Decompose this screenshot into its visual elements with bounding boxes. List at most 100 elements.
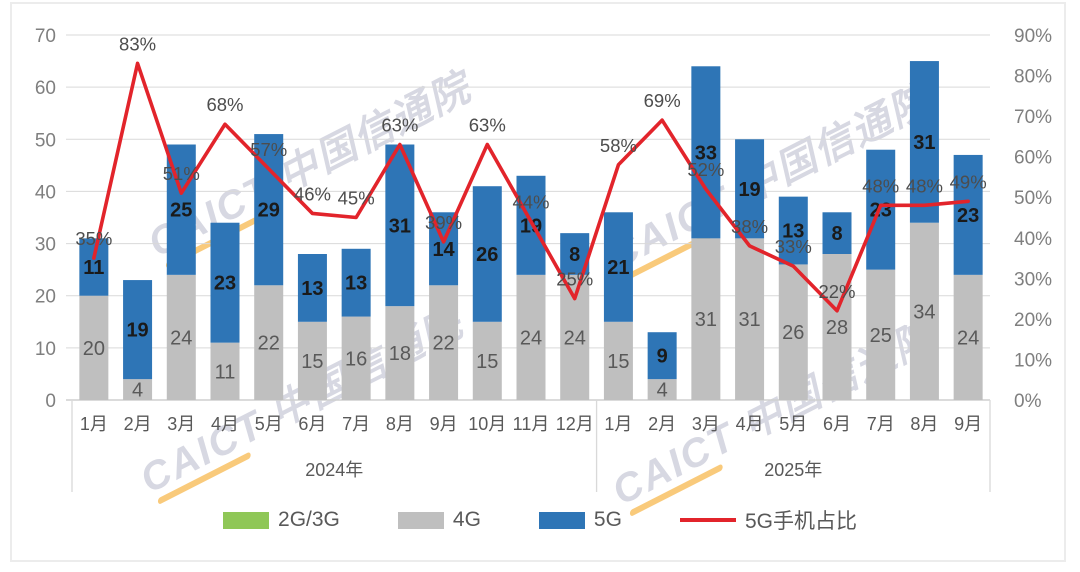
left-axis-tick-label: 70 (35, 26, 56, 47)
month-tick-label: 6月 (823, 414, 851, 434)
bar-label-4g: 24 (957, 327, 979, 349)
month-tick-label: 3月 (167, 414, 195, 434)
bar-label-5g: 23 (957, 205, 979, 227)
bar-segment-4g (79, 295, 109, 400)
bar-label-5g: 13 (301, 278, 323, 300)
bar-segment-4g (385, 306, 415, 400)
bar-label-5g: 31 (389, 215, 411, 237)
bar-segment-4g (472, 321, 502, 400)
bar-label-4g: 28 (826, 317, 848, 339)
month-tick-label: 3月 (692, 414, 720, 434)
year-group-label: 2024年 (305, 460, 363, 480)
line-point-label: 48% (906, 175, 943, 196)
legend-label-5g-share: 5G手机占比 (744, 510, 857, 533)
line-point-label: 45% (338, 188, 375, 209)
bar-segment-5g (210, 222, 240, 343)
month-tick-label: 11月 (513, 414, 550, 434)
right-axis-tick-label: 50% (1014, 188, 1052, 209)
bar-segment-4g (647, 379, 677, 400)
right-axis-tick-label: 20% (1014, 310, 1052, 331)
line-point-label: 52% (687, 159, 724, 180)
bar-label-4g: 34 (913, 301, 935, 323)
bar-label-5g: 23 (214, 273, 236, 295)
bar-segment-4g (210, 342, 240, 400)
right-axis-tick-label: 90% (1014, 26, 1052, 47)
bar-label-5g: 11 (83, 257, 104, 279)
bar-segment-5g (603, 212, 633, 322)
legend-swatch-5g (538, 511, 585, 529)
line-point-label: 25% (556, 269, 593, 290)
month-tick-label: 5月 (779, 414, 807, 434)
bar-segment-4g (341, 316, 371, 400)
bar-label-4g: 24 (170, 327, 192, 349)
bar-segment-5g (909, 61, 939, 223)
bar-segment-4g (953, 274, 983, 400)
left-axis-tick-label: 50 (35, 130, 56, 151)
line-point-label: 58% (600, 135, 637, 156)
legend-item-5g-share: 5G手机占比 (679, 505, 857, 535)
bar-segment-5g (647, 332, 677, 380)
bar-label-4g: 20 (83, 338, 105, 360)
legend-label-5g: 5G (593, 508, 622, 531)
right-axis-tick-label: 40% (1014, 229, 1052, 250)
legend-item-2g3g: 2G/3G (223, 508, 340, 532)
month-tick-label: 4月 (736, 414, 764, 434)
left-axis-tick-label: 30 (35, 235, 56, 256)
bar-label-5g: 8 (569, 244, 580, 266)
bar-label-4g: 18 (389, 343, 411, 365)
month-tick-label: 7月 (867, 414, 895, 434)
bar-segment-4g (297, 321, 327, 400)
bar-label-4g: 25 (870, 325, 892, 347)
right-axis-tick-label: 60% (1014, 148, 1052, 169)
line-point-label: 44% (512, 192, 549, 213)
line-point-label: 83% (119, 33, 156, 54)
bar-segment-5g (123, 280, 153, 380)
bar-label-4g: 31 (738, 309, 760, 331)
bar-label-5g: 8 (831, 223, 842, 245)
bar-label-4g: 11 (215, 361, 236, 383)
right-axis-tick-label: 30% (1014, 269, 1052, 290)
right-axis-tick-label: 80% (1014, 67, 1052, 88)
bar-label-5g: 21 (607, 257, 629, 279)
month-tick-label: 6月 (298, 414, 326, 434)
combo-chart: 0 10 20 30 40 50 60 70 0% 10% 20% 30% 40% 50% 60% 70% 80… (35, 26, 1052, 492)
bar-segment-4g (603, 321, 633, 400)
line-point-label: 39% (425, 212, 462, 233)
month-tick-label: 12月 (556, 414, 594, 434)
bar-segment-5g (953, 154, 983, 275)
bar-segment-4g (123, 379, 153, 400)
left-axis-tick-label: 40 (35, 182, 56, 203)
left-axis-tick-label: 60 (35, 78, 56, 99)
bar-label-4g: 4 (657, 380, 668, 402)
month-tick-label: 1月 (604, 414, 632, 434)
bar-label-5g: 19 (126, 320, 148, 342)
month-tick-label: 4月 (211, 414, 239, 434)
month-tick-label: 1月 (80, 414, 108, 434)
chart-legend: 2G/3G 4G 5G 5G手机占比 (0, 505, 1080, 535)
bar-label-4g: 31 (695, 309, 717, 331)
bar-label-5g: 23 (870, 200, 892, 222)
bar-segment-5g (341, 248, 371, 317)
line-point-label: 63% (469, 115, 506, 136)
month-tick-label: 8月 (386, 414, 414, 434)
line-point-label: 57% (250, 139, 287, 160)
month-tick-label: 2月 (648, 414, 676, 434)
month-tick-label: 9月 (430, 414, 458, 434)
bar-segment-4g (429, 285, 459, 400)
line-5g-share (92, 61, 970, 313)
bar-segment-5g (735, 139, 765, 239)
bar-segment-4g (254, 285, 284, 400)
bar-label-4g: 22 (432, 333, 454, 355)
bar-segment-4g (516, 274, 546, 400)
bar-label-4g: 16 (345, 348, 367, 370)
bar-label-5g: 9 (657, 346, 668, 368)
bar-label-5g: 13 (782, 221, 804, 243)
bar-segment-4g (166, 274, 196, 400)
line-point-label: 46% (294, 183, 331, 204)
bar-label-4g: 4 (132, 380, 143, 402)
bar-segment-4g (866, 269, 896, 400)
bar-label-5g: 31 (913, 132, 935, 154)
bar-label-4g: 24 (564, 327, 586, 349)
legend-swatch-4g (397, 511, 444, 529)
